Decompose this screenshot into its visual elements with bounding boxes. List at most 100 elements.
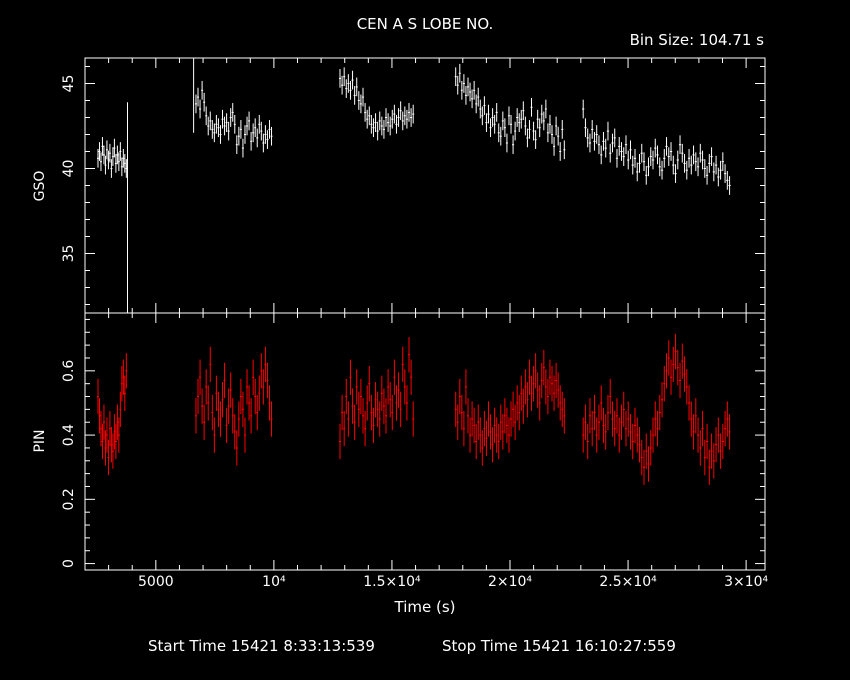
- pin-data-point: [516, 385, 519, 421]
- gso-data-point: [219, 125, 222, 144]
- gso-data-point: [380, 116, 383, 136]
- gso-data-point: [555, 116, 558, 136]
- gso-data-point: [544, 99, 547, 119]
- x-tick-label: 2.5×10⁴: [599, 574, 657, 590]
- gso-data-point: [593, 131, 596, 151]
- pin-data-point: [542, 349, 545, 386]
- gso-data-point: [233, 114, 236, 134]
- gso-data-point: [123, 154, 126, 173]
- gso-data-point: [685, 160, 688, 180]
- pin-data-point: [555, 362, 558, 399]
- pin-data-point: [600, 385, 603, 421]
- gso-data-point: [696, 157, 700, 177]
- pin-data-point: [347, 401, 350, 437]
- pin-data-point: [384, 398, 388, 434]
- pin-data-point: [636, 417, 639, 453]
- gso-data-point: [361, 87, 365, 107]
- pin-data-point: [483, 410, 486, 447]
- pin-data-point: [264, 346, 267, 383]
- gso-data-point: [712, 162, 715, 182]
- gso-data-point: [372, 118, 375, 138]
- gso-data-point: [588, 133, 592, 153]
- pin-data-point: [217, 391, 220, 428]
- gso-data-point: [105, 140, 108, 160]
- gso-data-point: [351, 70, 354, 90]
- gso-data-point: [710, 147, 713, 166]
- pin-data-point: [355, 369, 358, 405]
- gso-data-point: [672, 155, 675, 175]
- pin-data-point: [405, 385, 408, 421]
- pin-data-point: [717, 417, 720, 453]
- pin-data-point: [588, 398, 592, 434]
- gso-data-point: [627, 150, 630, 170]
- gso-data-point: [705, 165, 709, 185]
- pin-data-point: [705, 423, 709, 460]
- pin-data-point: [368, 366, 371, 402]
- pin-data-point: [678, 362, 682, 399]
- pin-data-point: [117, 417, 120, 453]
- pin-data-point: [627, 401, 630, 437]
- gso-data-point: [656, 145, 659, 165]
- gso-data-point: [110, 159, 113, 178]
- gso-data-point: [370, 114, 373, 134]
- gso-data-point: [231, 103, 234, 122]
- pin-data-point: [477, 404, 480, 440]
- pin-data-point: [119, 391, 122, 428]
- pin-data-point: [642, 449, 646, 485]
- gso-data-point: [604, 138, 607, 158]
- gso-data-point: [410, 108, 413, 127]
- pin-data-point: [205, 369, 208, 405]
- gso-data-point: [642, 152, 646, 172]
- pin-data-point: [471, 401, 474, 437]
- pin-data-point: [254, 378, 257, 415]
- pin-data-point: [403, 369, 406, 405]
- pin-data-point: [586, 423, 589, 460]
- gso-data-point: [391, 109, 394, 129]
- gso-data-point: [611, 133, 614, 153]
- gso-data-point: [613, 128, 616, 148]
- gso-data-point: [640, 143, 643, 163]
- pin-data-point: [656, 410, 659, 447]
- pin-data-point: [538, 385, 541, 421]
- pin-data-point: [231, 398, 234, 434]
- pin-data-point: [196, 378, 200, 415]
- pin-data-point: [620, 404, 623, 440]
- pin-data-point: [694, 398, 697, 434]
- gso-data-point: [266, 130, 269, 149]
- gso-data-point: [516, 108, 519, 127]
- pin-data-point: [728, 414, 731, 450]
- gso-data-point: [649, 147, 652, 166]
- x-tick-label: 1.5×10⁴: [363, 574, 421, 590]
- gso-data-point: [507, 106, 510, 126]
- gso-data-point: [518, 113, 521, 132]
- pin-data-point: [518, 394, 521, 431]
- gso-data-point: [505, 133, 508, 153]
- gso-data-point: [719, 160, 722, 180]
- pin-data-point: [366, 385, 369, 421]
- gso-data-point: [268, 120, 271, 139]
- pin-data-point: [194, 398, 197, 434]
- gso-data-point: [114, 154, 117, 173]
- pin-data-point: [645, 433, 648, 469]
- pin-data-point: [699, 430, 702, 466]
- gso-data-point: [629, 140, 632, 160]
- pin-data-point: [672, 346, 675, 383]
- pin-data-point: [235, 430, 238, 466]
- pin-data-point: [345, 378, 348, 415]
- gso-data-point: [256, 128, 259, 148]
- gso-data-point: [117, 152, 120, 172]
- pin-data-point: [96, 378, 99, 415]
- pin-data-point: [714, 427, 718, 463]
- pin-data-point: [685, 369, 688, 405]
- pin-data-point: [712, 443, 715, 479]
- gso-data-point: [636, 162, 639, 182]
- gso-data-point: [119, 142, 122, 161]
- gso-data-point: [462, 74, 465, 93]
- gso-data-point: [489, 118, 492, 138]
- pin-data-point: [563, 398, 566, 434]
- pin-data-point: [703, 439, 706, 476]
- x-tick-label: 10⁴: [262, 574, 286, 590]
- gso-data-point: [717, 167, 720, 187]
- gso-data-point: [609, 143, 612, 163]
- pin-data-point: [615, 398, 619, 434]
